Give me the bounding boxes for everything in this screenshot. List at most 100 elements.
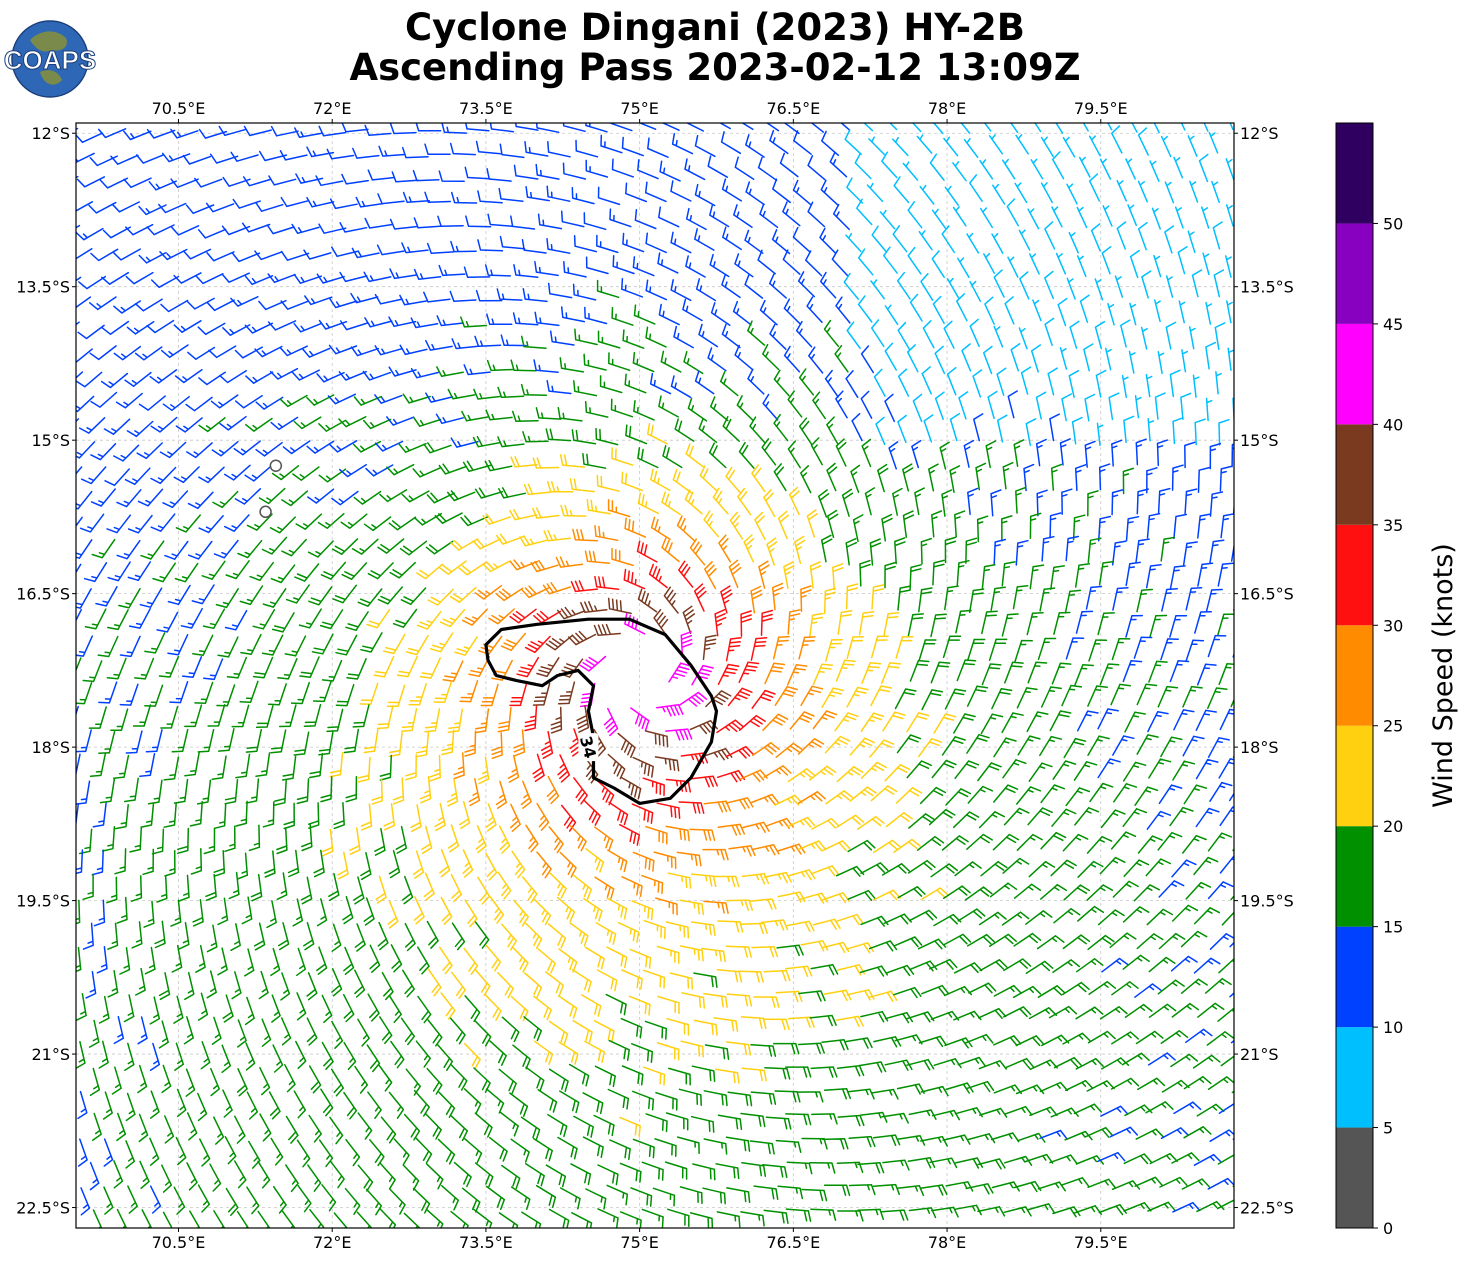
wind-barb [474, 584, 503, 600]
contour-line [484, 617, 719, 805]
wind-barb [545, 971, 565, 996]
wind-barb [207, 704, 226, 727]
wind-barb [881, 1112, 909, 1124]
wind-barb [996, 367, 1007, 396]
wind-barb [438, 1091, 456, 1118]
wind-barb [276, 827, 288, 855]
wind-barb [1218, 957, 1234, 974]
wind-barb [536, 851, 552, 879]
wind-barb [873, 1036, 902, 1048]
wind-barb [186, 1162, 198, 1191]
wind-barb [918, 1035, 947, 1048]
wind-barb [1097, 909, 1125, 926]
wind-barb [557, 754, 571, 783]
wind-barb [277, 657, 298, 680]
wind-barb [817, 489, 830, 518]
wind-barb [1121, 374, 1129, 399]
wind-barb [908, 813, 936, 829]
wind-barb [747, 368, 765, 395]
wind-barb [917, 938, 947, 950]
wind-barb [1224, 255, 1232, 278]
wind-barb [1135, 1128, 1164, 1140]
wind-barb [376, 244, 405, 256]
wind-barb [423, 291, 451, 303]
wind-barb [365, 464, 394, 477]
wind-barb [498, 1212, 519, 1228]
wind-barb [682, 605, 696, 634]
wind-barb [607, 499, 631, 518]
wind-barb [582, 1092, 604, 1115]
wind-barb [1171, 1152, 1200, 1164]
wind-barb [276, 872, 288, 901]
wind-barb [851, 412, 863, 442]
wind-barb [648, 563, 668, 589]
wind-barb [1068, 369, 1080, 398]
wind-barb [977, 1158, 1006, 1170]
wind-barb [1181, 349, 1189, 373]
wind-barb [480, 683, 499, 707]
wind-barb [638, 123, 657, 130]
wind-barb [596, 969, 618, 992]
wind-barb [657, 995, 680, 1015]
wind-barb [402, 969, 415, 998]
wind-barb [318, 319, 348, 330]
wind-barb [525, 824, 539, 853]
wind-barb [374, 345, 403, 356]
wind-barb [1107, 123, 1113, 131]
wind-barb [500, 334, 527, 347]
lat-tick-label-left: 21°S [31, 1045, 70, 1064]
wind-barb [88, 706, 107, 729]
wind-barb [454, 636, 478, 656]
wind-barb [800, 685, 824, 707]
wind-barb [309, 1208, 325, 1228]
wind-barb [132, 704, 152, 727]
wind-barb [357, 756, 371, 783]
wind-barb [88, 1019, 100, 1048]
wind-barb [501, 923, 518, 951]
wind-barb [1187, 230, 1196, 254]
wind-barb [1169, 614, 1188, 638]
wind-barb [161, 152, 191, 163]
wind-barb [1049, 1154, 1078, 1165]
wind-barb [459, 679, 479, 703]
wind-barb [524, 705, 538, 732]
wind-barb [857, 1162, 885, 1174]
wind-barb [523, 483, 552, 496]
wind-barb [944, 688, 967, 710]
wind-barb [221, 1044, 232, 1074]
wind-barb [1049, 413, 1060, 442]
wind-barb [960, 123, 971, 134]
wind-barb [772, 178, 791, 204]
wind-barb [798, 368, 815, 396]
wind-barb [1137, 127, 1149, 156]
wind-barb [89, 1067, 101, 1097]
wind-barb [607, 1088, 630, 1110]
wind-barb [268, 1091, 281, 1120]
wind-barb [1218, 1102, 1234, 1114]
wind-barb [657, 252, 679, 274]
wind-barb [751, 945, 779, 958]
wind-barb [801, 1188, 828, 1202]
wind-barb [860, 761, 888, 779]
wind-barb [437, 215, 464, 227]
wind-barb [716, 1211, 741, 1228]
wind-barb [405, 1068, 421, 1096]
wind-barb [1094, 320, 1106, 350]
wind-barb [1122, 467, 1135, 495]
wind-barb [1207, 687, 1228, 709]
wind-barb [170, 128, 199, 139]
wind-barb [1111, 125, 1123, 154]
wind-barb [580, 601, 608, 614]
wind-barb [692, 1163, 716, 1181]
wind-barb [311, 633, 334, 655]
wind-barb [76, 729, 92, 753]
wind-barb [757, 249, 776, 275]
wind-barb [1218, 662, 1234, 686]
lat-tick-label-left: 15°S [31, 431, 70, 450]
wind-barb [963, 439, 975, 468]
wind-barb [429, 632, 454, 653]
wind-barb [607, 849, 628, 873]
wind-barb [1050, 1107, 1079, 1118]
wind-barb [326, 148, 355, 160]
wind-barb [797, 738, 825, 755]
